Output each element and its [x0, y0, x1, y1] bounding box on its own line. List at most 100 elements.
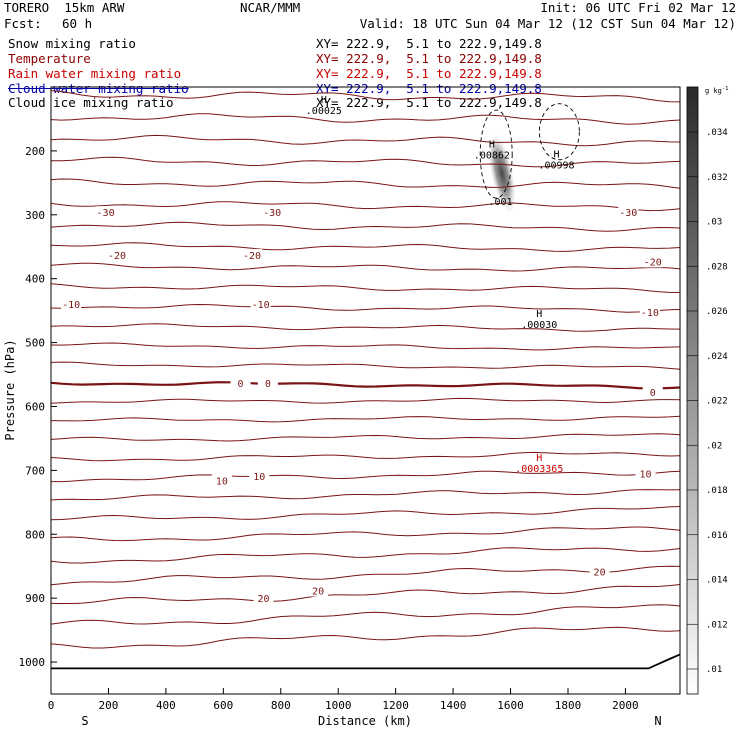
colorbar-tick-label: .022 [706, 397, 728, 407]
isotherm-label-bg [639, 305, 660, 318]
isotherm-label-bg [257, 376, 278, 389]
extremum-mark: H [536, 453, 542, 464]
contour-label: .001 [488, 197, 512, 208]
extremum-value: .0003365 [515, 464, 563, 475]
x-tick-label: 600 [213, 699, 233, 712]
legend-name-cloud-ice: Cloud ice mixing ratio [8, 95, 174, 110]
fcst-value: 60 h [62, 16, 93, 31]
extremum-value: .00025 [306, 106, 342, 117]
x-tick-label: 200 [99, 699, 119, 712]
isotherm-label: -20 [108, 251, 126, 262]
isotherm-label: 0 [265, 379, 271, 390]
isotherm-line [50, 547, 681, 564]
plot-frame [50, 86, 681, 695]
x-tick-label: 1200 [382, 699, 409, 712]
isotherm-label-bg [308, 584, 329, 597]
x-axis-title: Distance (km) [318, 714, 412, 728]
isotherm-label-bg [107, 249, 128, 262]
y-tick-label: 300 [25, 209, 45, 222]
x-tick-label: 1000 [325, 699, 352, 712]
isotherm-line [50, 433, 681, 442]
isotherm-label-bg [211, 474, 232, 487]
isotherm-label-bg [618, 206, 639, 219]
y-tick-label: 200 [25, 145, 45, 158]
colorbar-tick-label: .028 [706, 262, 728, 272]
isotherm-line [50, 178, 681, 189]
init-time: Init: 06 UTC Fri 02 Mar 12 [540, 0, 736, 15]
isotherm-line [50, 90, 681, 103]
isotherm-label-bg [635, 467, 656, 480]
ice-contour [538, 103, 580, 161]
isotherm-line [50, 283, 681, 293]
legend-name-snow: Snow mixing ratio [8, 36, 136, 51]
colorbar-tick-label: .034 [706, 128, 728, 138]
colorbar-tick-label: .026 [706, 307, 728, 317]
model-title: TORERO 15km ARW [4, 0, 125, 15]
colorbar [686, 86, 699, 695]
isotherm-line [50, 415, 681, 423]
isotherm-line [50, 397, 681, 404]
colorbar-tick-label: .02 [706, 441, 722, 451]
isotherm-label-bg [642, 255, 663, 268]
y-tick-label: 400 [25, 273, 45, 286]
isotherm-line [50, 451, 681, 462]
colorbar-tick-label: .03 [706, 218, 722, 228]
ground-surface [51, 653, 681, 670]
fcst-label: Fcst: [4, 16, 42, 31]
colorbar-tick-label: .024 [706, 352, 728, 362]
isotherm-line [50, 489, 681, 501]
north-label: N [654, 714, 661, 728]
y-axis-title: Pressure (hPa) [3, 339, 17, 440]
isotherm-line [50, 604, 681, 625]
y-tick-label: 700 [25, 464, 45, 477]
isotherm-label: -10 [62, 300, 80, 311]
isotherm-label: 20 [312, 586, 324, 597]
isotherm-label: -30 [263, 208, 281, 219]
y-tick-label: 600 [25, 400, 45, 413]
isotherm-line [50, 526, 681, 542]
isotherm-line [50, 323, 681, 332]
isotherm-label: 10 [216, 477, 228, 488]
y-tick-label: 800 [25, 528, 45, 541]
isotherm-line [50, 342, 681, 351]
legend-xy-rain: XY= 222.9, 5.1 to 222.9,149.8 [316, 66, 542, 81]
isotherm-line [50, 242, 681, 252]
extremum-mark: H [553, 149, 559, 160]
x-tick-label: 400 [156, 699, 176, 712]
isotherm-label: -20 [243, 251, 261, 262]
isotherm-line [50, 201, 681, 212]
isotherm-label-bg [230, 376, 251, 389]
x-tick-label: 0 [48, 699, 55, 712]
isotherm-label-bg [250, 298, 271, 311]
isotherm-label-bg [642, 385, 663, 398]
isotherm-label: -20 [644, 257, 662, 268]
isotherm-label: 10 [640, 470, 652, 481]
isotherm-label-bg [242, 249, 263, 262]
snow-shading [488, 134, 516, 213]
isotherm-line [50, 113, 681, 125]
colorbar-tick-label: .032 [706, 173, 728, 183]
extremum-mark: H [489, 140, 495, 151]
isotherm-label-bg [61, 298, 82, 311]
extremum-value: .00862 [474, 151, 510, 162]
snow-contour [479, 109, 513, 199]
isotherm-label: -10 [641, 308, 659, 319]
x-tick-label: 1600 [497, 699, 524, 712]
isotherm-line [50, 584, 681, 604]
isotherm-line [50, 134, 681, 147]
colorbar-tick-label: .016 [706, 531, 728, 541]
extremum-value: .00998 [538, 160, 574, 171]
isotherm-line [50, 381, 681, 390]
center-title: NCAR/MMM [240, 0, 301, 15]
extremum-value: .00030 [521, 320, 557, 331]
legend-name-temperature: Temperature [8, 51, 91, 66]
x-tick-label: 800 [271, 699, 291, 712]
isotherm-line [50, 221, 681, 232]
colorbar-tick-label: .012 [706, 620, 728, 630]
isotherm-label: 20 [258, 594, 270, 605]
valid-time: Valid: 18 UTC Sun 04 Mar 12 (12 CST Sun … [359, 16, 736, 31]
isotherm-label: -30 [97, 208, 115, 219]
x-tick-label: 1400 [440, 699, 467, 712]
legend-name-cloud-water: Cloud water mixing ratio [8, 81, 189, 96]
colorbar-tick-label: .01 [706, 665, 722, 675]
